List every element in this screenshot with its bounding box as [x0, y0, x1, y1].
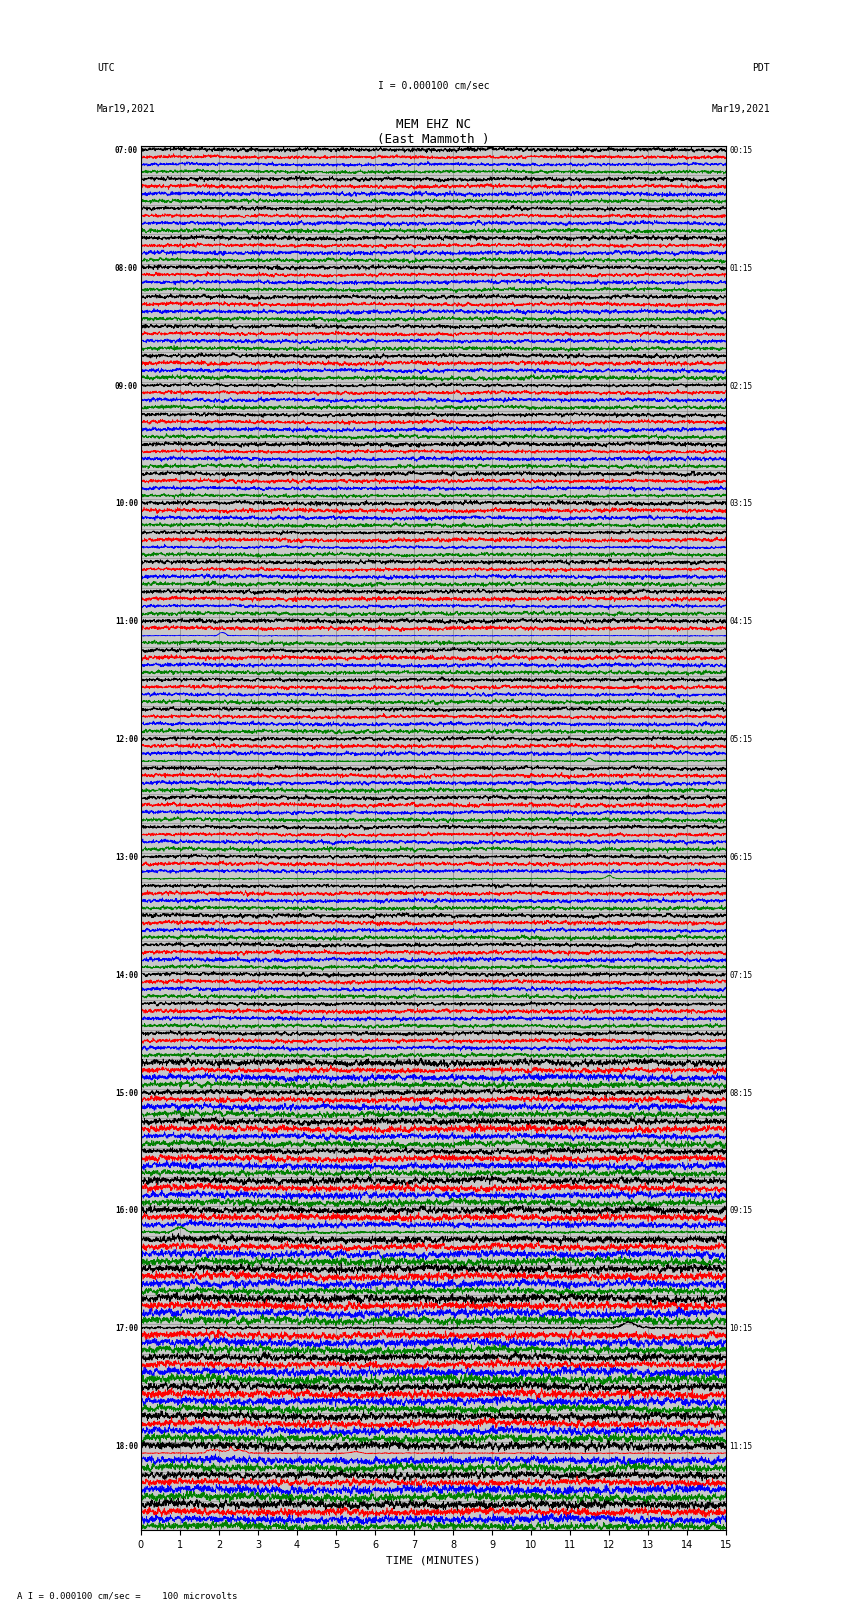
- Text: I = 0.000100 cm/sec: I = 0.000100 cm/sec: [377, 81, 490, 90]
- Text: UTC: UTC: [97, 63, 115, 73]
- Text: 04:15: 04:15: [729, 618, 752, 626]
- Text: Mar19,2021: Mar19,2021: [711, 105, 770, 115]
- Title: MEM EHZ NC
(East Mammoth ): MEM EHZ NC (East Mammoth ): [377, 118, 490, 145]
- Text: 15:00: 15:00: [115, 1089, 138, 1097]
- Text: Mar19,2021: Mar19,2021: [97, 105, 156, 115]
- Text: 10:15: 10:15: [729, 1324, 752, 1334]
- Text: 08:00: 08:00: [115, 265, 138, 273]
- Text: 11:00: 11:00: [115, 618, 138, 626]
- Text: 11:15: 11:15: [729, 1442, 752, 1452]
- Text: 10:00: 10:00: [115, 500, 138, 508]
- Text: 00:15: 00:15: [729, 145, 752, 155]
- Text: 14:00: 14:00: [115, 971, 138, 979]
- Text: 09:15: 09:15: [729, 1207, 752, 1216]
- X-axis label: TIME (MINUTES): TIME (MINUTES): [386, 1557, 481, 1566]
- Text: 02:15: 02:15: [729, 382, 752, 390]
- Text: 12:00: 12:00: [115, 736, 138, 744]
- Text: 17:00: 17:00: [115, 1324, 138, 1334]
- Text: 07:00: 07:00: [115, 145, 138, 155]
- Text: A I = 0.000100 cm/sec =    100 microvolts: A I = 0.000100 cm/sec = 100 microvolts: [17, 1590, 237, 1600]
- Text: 16:00: 16:00: [115, 1207, 138, 1216]
- Text: 18:00: 18:00: [115, 1442, 138, 1452]
- Text: 05:15: 05:15: [729, 736, 752, 744]
- Text: 07:15: 07:15: [729, 971, 752, 979]
- Text: PDT: PDT: [752, 63, 770, 73]
- Text: 01:15: 01:15: [729, 265, 752, 273]
- Text: 09:00: 09:00: [115, 382, 138, 390]
- Text: 13:00: 13:00: [115, 853, 138, 861]
- Text: 03:15: 03:15: [729, 500, 752, 508]
- Text: 08:15: 08:15: [729, 1089, 752, 1097]
- Text: 06:15: 06:15: [729, 853, 752, 861]
